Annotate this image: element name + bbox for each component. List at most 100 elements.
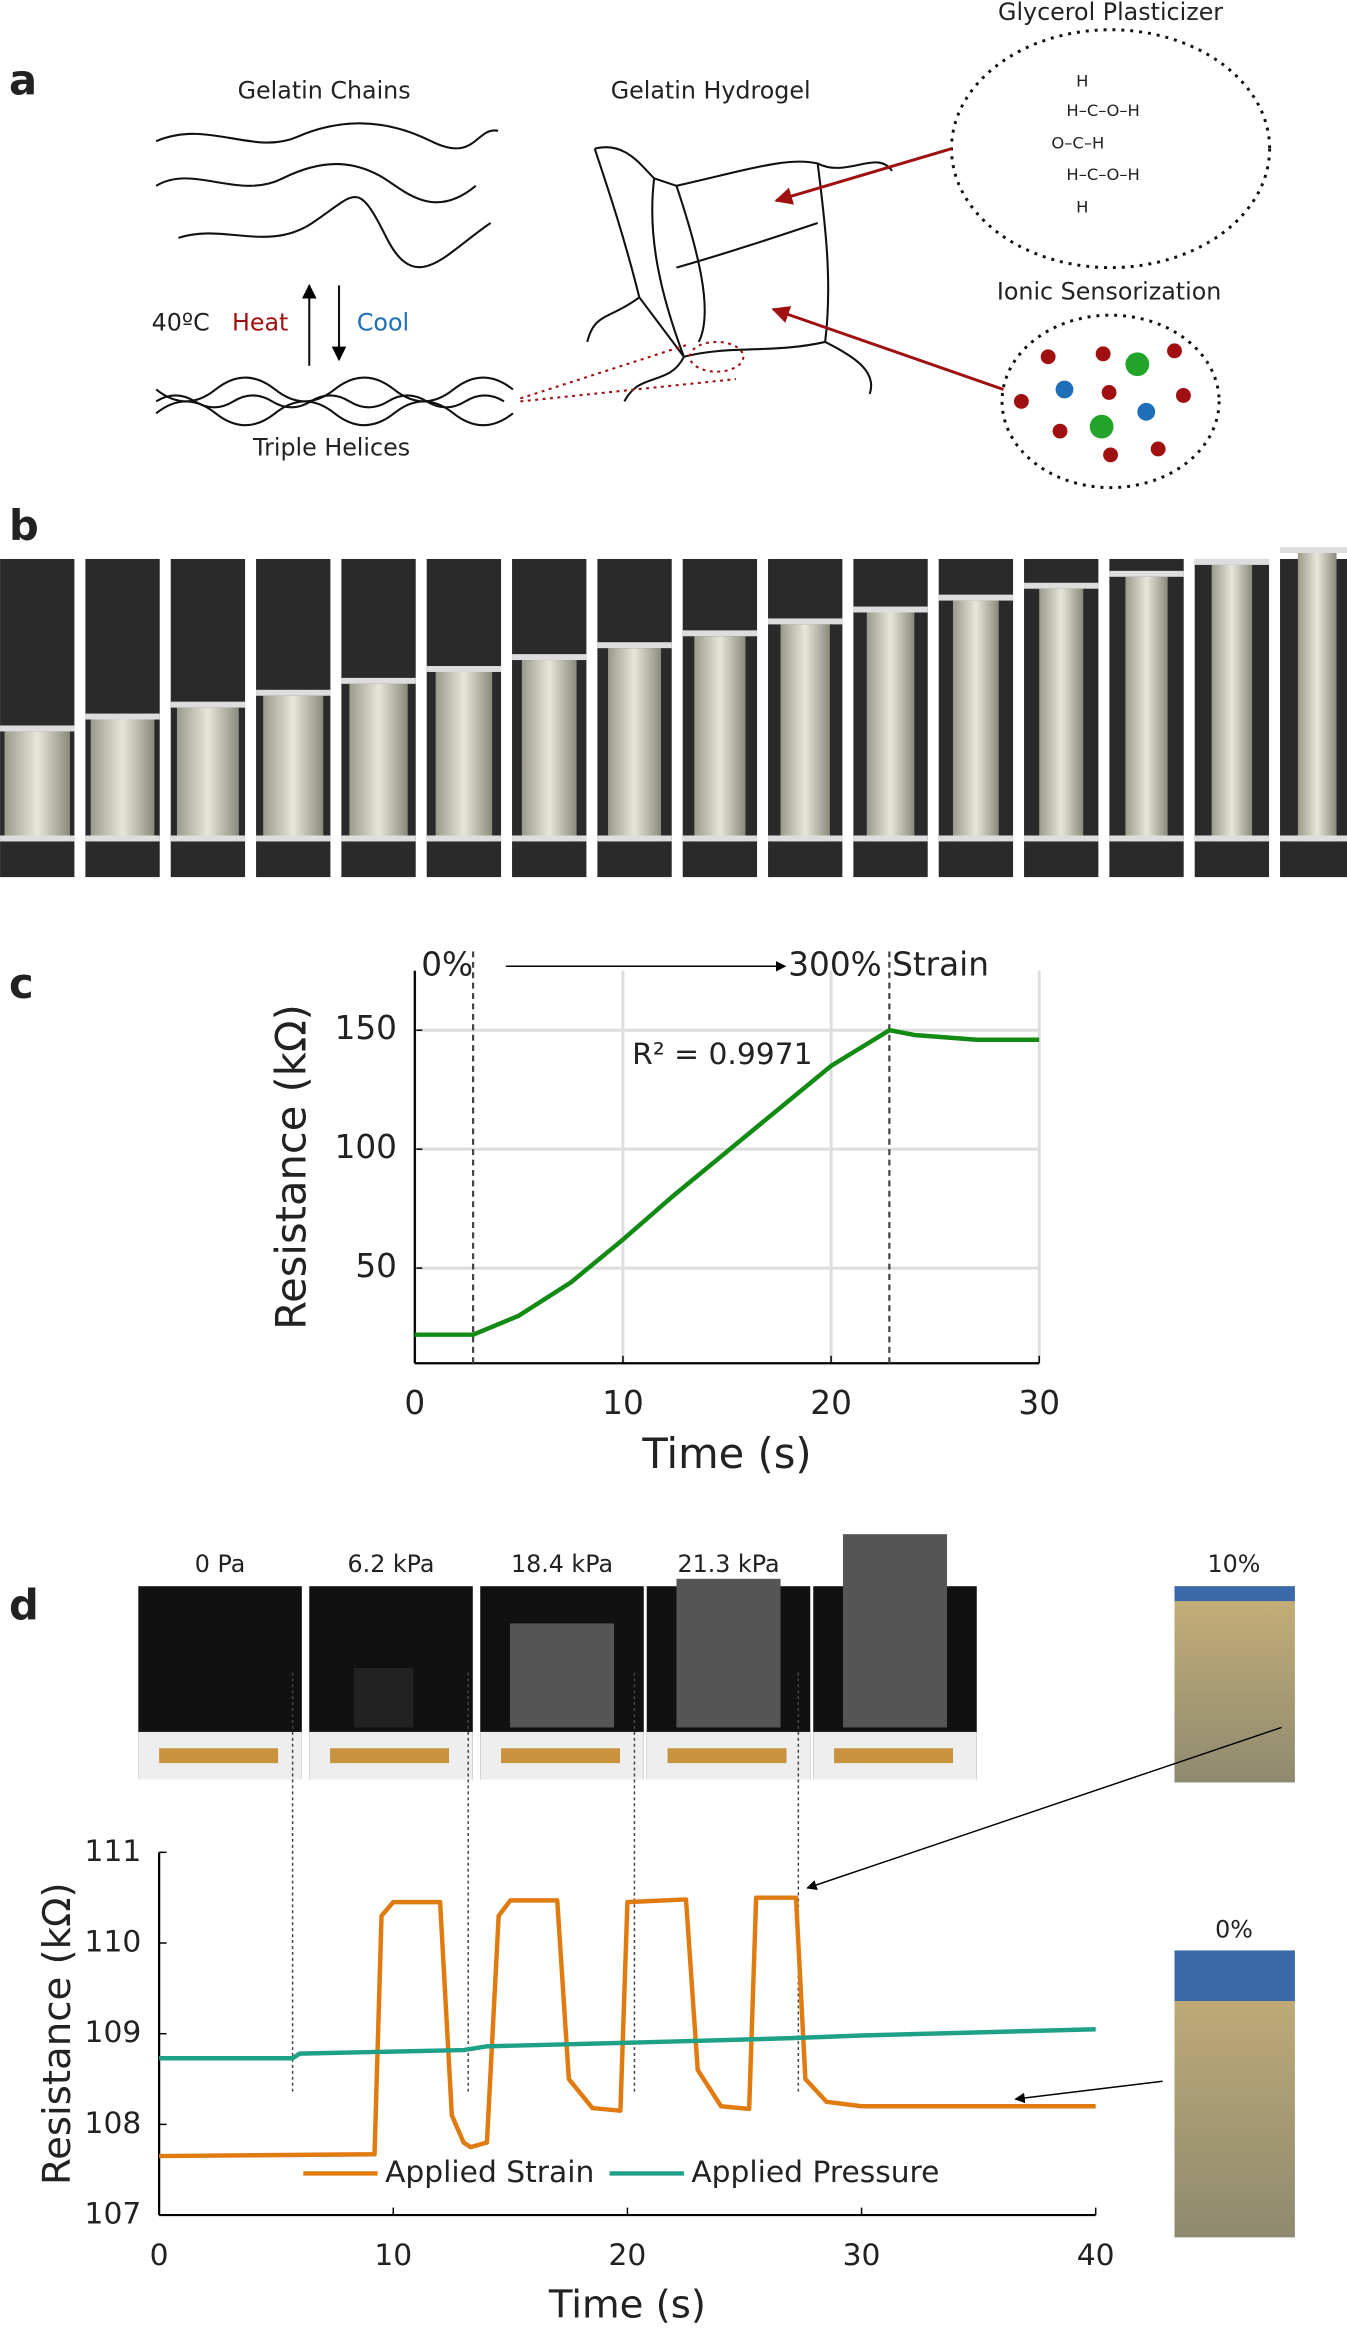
gel [694,636,746,842]
gel [952,600,999,842]
gel [521,660,577,842]
clamp [0,725,75,732]
gel [90,719,155,842]
clamp [512,835,587,842]
gel [1297,553,1337,842]
panel-label: c [9,959,34,1008]
clamp [256,689,331,696]
panel-b [0,547,1347,878]
label: Glycerol Plasticizer [998,0,1223,26]
clamp [938,594,1014,601]
charts: 50 100 150 0 10 20 30 Time (s) Resistance (kΩ) 0%… [35,945,1115,2327]
clamp [256,835,331,842]
substrate [834,1748,953,1764]
formula: O–C–H [1051,134,1104,153]
x-axis-label: Time (s) [548,2283,706,2328]
legend-label: Applied Strain [385,2155,594,2190]
strain-label: 10% [1208,1550,1261,1578]
formula: H–C–O–H [1066,101,1139,120]
x-tick-label: 20 [609,2238,647,2273]
strain-label: 0% [1215,1916,1253,1944]
clamp [1109,835,1184,842]
ions [1013,343,1191,463]
panel-label: b [9,501,39,550]
clamp [1024,582,1099,589]
photo-clamp [1174,1950,1295,2001]
photo-clamp [1174,1586,1295,1602]
x-tick-label: 30 [843,2238,881,2273]
clamp [938,835,1014,842]
series-line [159,2027,1096,2061]
y-tick-label: 109 [85,2015,142,2050]
clamp [341,835,416,842]
pressure-label: 18.4 kPa [511,1550,613,1578]
label: 40ºC [152,309,210,337]
weight [842,1534,948,1728]
label: Triple Helices [252,433,410,461]
hydrogel [586,146,893,402]
x-tick-label: 10 [374,2238,412,2273]
clamp [768,835,843,842]
arrow [806,1726,1282,1890]
clamp [1194,835,1270,842]
substrate [501,1748,620,1764]
label: Heat [232,309,288,337]
legend-label: Applied Pressure [691,2155,939,2190]
y-tick-label: 150 [335,1009,397,1047]
clamp [1280,835,1347,842]
panel-a: Gelatin Chains 40ºC Heat Cool Triple Hel… [152,0,1272,490]
series-line [414,1028,1040,1337]
clamp [1194,558,1270,565]
x-tick-label: 0 [404,1384,425,1422]
annotation: R² = 0.9971 [632,1037,812,1072]
clamp [512,654,587,661]
clamp [1109,570,1184,577]
x-tick-label: 20 [810,1384,852,1422]
formula: H [1076,71,1088,90]
helix [155,376,514,403]
weight [509,1623,615,1728]
clamp [853,606,928,613]
x-tick-label: 40 [1077,2238,1115,2273]
gel [435,671,493,842]
y-tick-label: 50 [355,1247,397,1285]
gel [780,624,830,842]
clamp [1024,835,1099,842]
y-tick-label: 100 [335,1128,397,1166]
pressure-label: 6.2 kPa [348,1550,435,1578]
formula: H–C–O–H [1066,165,1139,184]
clamp [341,677,416,684]
substrate [667,1748,787,1764]
y-tick-label: 110 [85,1925,142,1960]
gel [1125,576,1168,842]
gel [1211,564,1253,842]
weight [676,1578,781,1728]
series-line [159,1895,1096,2159]
clamp [682,835,758,842]
clamp [1280,547,1347,554]
clamp [682,630,758,637]
clamp [85,713,160,720]
clamp [768,618,843,625]
annotation: 300% Strain [788,945,989,983]
gel [1039,588,1084,842]
zoom-line [520,343,737,403]
clamp [426,835,502,842]
clamp [597,835,672,842]
clamp [426,666,502,672]
panel-label: d [9,1581,39,1630]
y-axis-label: Resistance (kΩ) [266,1004,315,1330]
clamp [597,642,672,649]
arrow [1014,2080,1163,2104]
formula: H [1076,198,1088,217]
gel [608,648,662,842]
gel [176,707,239,842]
annotation: 0% [421,945,473,983]
arrow [771,306,1005,391]
pressure-label: 0 Pa [195,1550,246,1578]
y-tick-label: 107 [85,2197,142,2232]
substrate [330,1748,450,1764]
substrate [159,1748,279,1764]
